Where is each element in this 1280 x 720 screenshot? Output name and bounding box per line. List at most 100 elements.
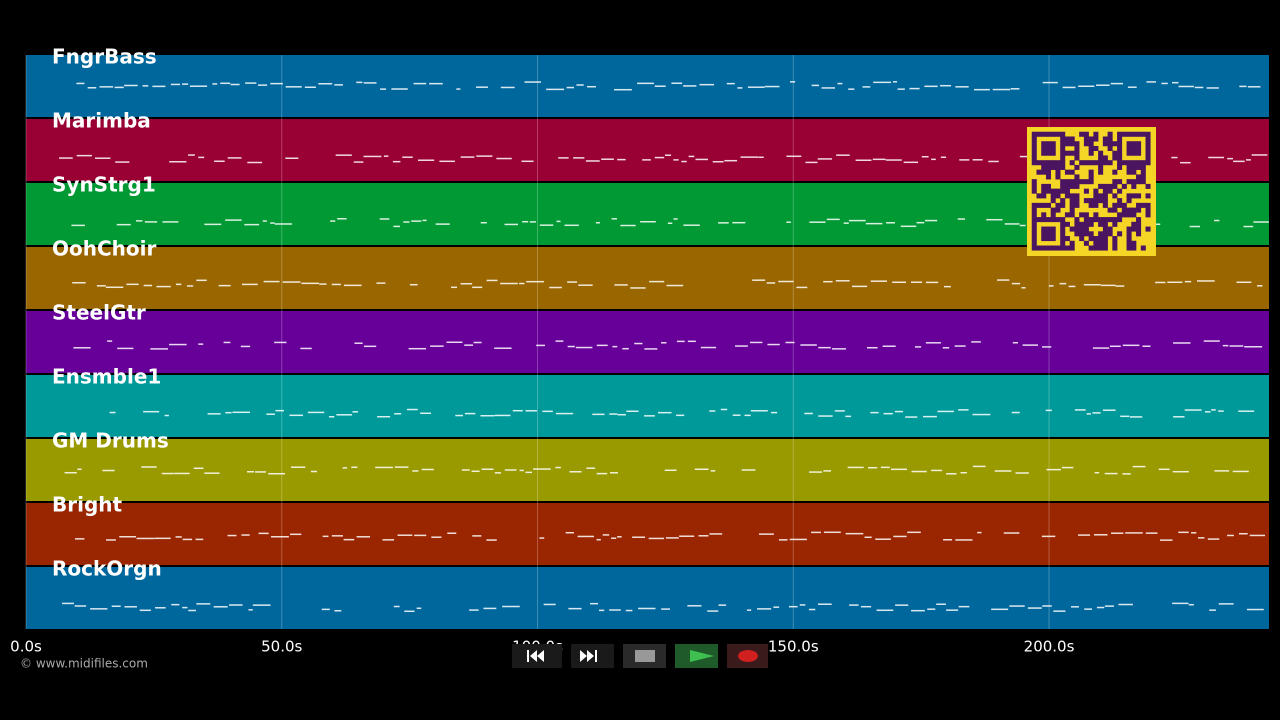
note: [900, 225, 917, 228]
note: [602, 534, 610, 536]
note: [836, 154, 850, 156]
qr-cell: [1050, 198, 1056, 204]
qr-cell: [1083, 231, 1089, 237]
qr-cell: [1098, 169, 1104, 175]
note: [922, 415, 937, 418]
note: [596, 472, 608, 475]
note: [709, 410, 716, 412]
qr-cell: [1031, 240, 1037, 246]
qr-cell: [1102, 193, 1108, 199]
note: [464, 344, 474, 346]
qr-cell: [1041, 160, 1047, 166]
note: [196, 603, 211, 605]
note: [875, 538, 891, 540]
qr-cell: [1074, 202, 1080, 208]
qr-cell: [1064, 212, 1070, 218]
note: [818, 415, 833, 417]
qr-cell: [1126, 150, 1132, 156]
note: [117, 347, 134, 350]
note: [543, 603, 556, 606]
qr-cell: [1093, 236, 1099, 242]
qr-cell: [1126, 160, 1132, 166]
note: [481, 468, 494, 470]
note: [322, 535, 329, 538]
note: [204, 472, 220, 474]
note: [408, 347, 427, 350]
qr-cell: [1145, 212, 1151, 218]
track-lane: [26, 503, 1269, 565]
qr-cell: [1045, 160, 1052, 166]
note: [244, 223, 260, 226]
note: [182, 538, 193, 541]
note: [796, 286, 808, 289]
note: [335, 154, 352, 156]
note: [1115, 285, 1125, 287]
note: [638, 607, 656, 610]
note: [519, 282, 525, 285]
qr-cell: [1064, 150, 1070, 156]
note: [218, 284, 231, 287]
qr-cell: [1088, 145, 1094, 152]
note: [773, 606, 780, 608]
note: [164, 414, 169, 417]
qr-cell: [1083, 221, 1089, 227]
qr-cell: [1136, 131, 1142, 137]
qr-cell: [1102, 183, 1108, 189]
note: [472, 535, 482, 537]
note: [336, 414, 353, 416]
note: [353, 161, 364, 163]
note: [811, 84, 820, 87]
note: [124, 606, 137, 608]
qr-cell: [1136, 150, 1142, 156]
note: [992, 88, 1011, 91]
note: [569, 471, 582, 473]
note: [880, 466, 890, 469]
note: [845, 532, 864, 535]
note: [661, 342, 667, 344]
note: [94, 157, 111, 159]
qr-cell: [1131, 207, 1137, 213]
qr-cell: [1060, 226, 1066, 232]
qr-cell: [1083, 226, 1089, 232]
note: [614, 88, 632, 91]
note: [214, 160, 225, 163]
note: [102, 469, 115, 472]
qr-cell: [1036, 245, 1042, 251]
qr-cell: [1140, 174, 1146, 180]
note: [741, 469, 756, 471]
note: [227, 157, 242, 159]
note: [1188, 603, 1194, 606]
note: [799, 604, 806, 606]
qr-cell: [1145, 131, 1151, 137]
qr-cell: [1093, 245, 1099, 251]
note: [1129, 416, 1143, 418]
note: [248, 609, 253, 611]
note: [567, 345, 575, 348]
note: [1084, 608, 1092, 610]
note: [300, 347, 312, 350]
note: [1078, 85, 1095, 88]
note: [1207, 538, 1220, 540]
note: [790, 81, 796, 83]
qr-cell: [1098, 245, 1104, 251]
qr-cell: [1069, 141, 1075, 147]
note: [568, 607, 582, 610]
note: [377, 415, 391, 418]
qr-cell: [1050, 160, 1056, 166]
note: [1110, 82, 1123, 85]
note: [710, 470, 716, 472]
note: [143, 410, 160, 413]
note: [412, 470, 419, 472]
note: [997, 279, 1010, 281]
note: [943, 285, 951, 288]
note: [379, 218, 390, 220]
qr-cell: [1064, 193, 1070, 199]
note: [679, 535, 695, 537]
qr-cell: [1069, 169, 1075, 175]
qr-cell: [1069, 245, 1075, 251]
note: [212, 83, 218, 85]
note: [1209, 609, 1216, 611]
qr-cell: [1055, 169, 1061, 175]
note: [927, 608, 936, 610]
